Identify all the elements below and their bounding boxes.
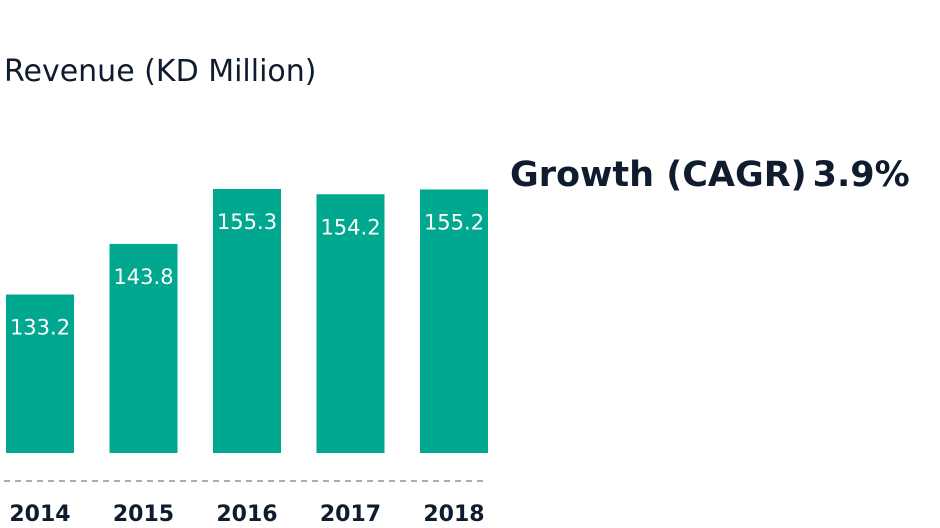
data-label-2015: 143.8 xyxy=(113,265,173,289)
x-tick-2015: 2015 xyxy=(113,502,174,527)
x-tick-2017: 2017 xyxy=(320,502,381,527)
bar-2014 xyxy=(6,294,74,453)
bars-layer xyxy=(6,189,488,454)
growth-value: 3.9% xyxy=(812,155,910,195)
chart-title: Revenue (KD Million) xyxy=(4,54,317,89)
data-label-2014: 133.2 xyxy=(10,316,70,340)
x-tick-labels-layer: 2014 2015 2016 2017 2018 xyxy=(9,502,484,527)
data-labels-layer: 133.2 143.8 155.3 154.2 155.2 xyxy=(10,210,484,340)
data-label-2018: 155.2 xyxy=(424,210,484,234)
growth-callout: Growth (CAGR) 3.9% xyxy=(510,155,910,195)
x-tick-2016: 2016 xyxy=(216,502,277,527)
growth-label: Growth (CAGR) xyxy=(510,155,807,195)
bar-2018 xyxy=(420,189,488,453)
x-tick-2018: 2018 xyxy=(423,502,484,527)
data-label-2016: 155.3 xyxy=(217,210,277,234)
bar-2015 xyxy=(109,243,178,453)
bar-2016 xyxy=(213,189,281,453)
x-tick-2014: 2014 xyxy=(9,502,70,527)
bar-2017 xyxy=(316,194,385,454)
data-label-2017: 154.2 xyxy=(320,215,380,239)
